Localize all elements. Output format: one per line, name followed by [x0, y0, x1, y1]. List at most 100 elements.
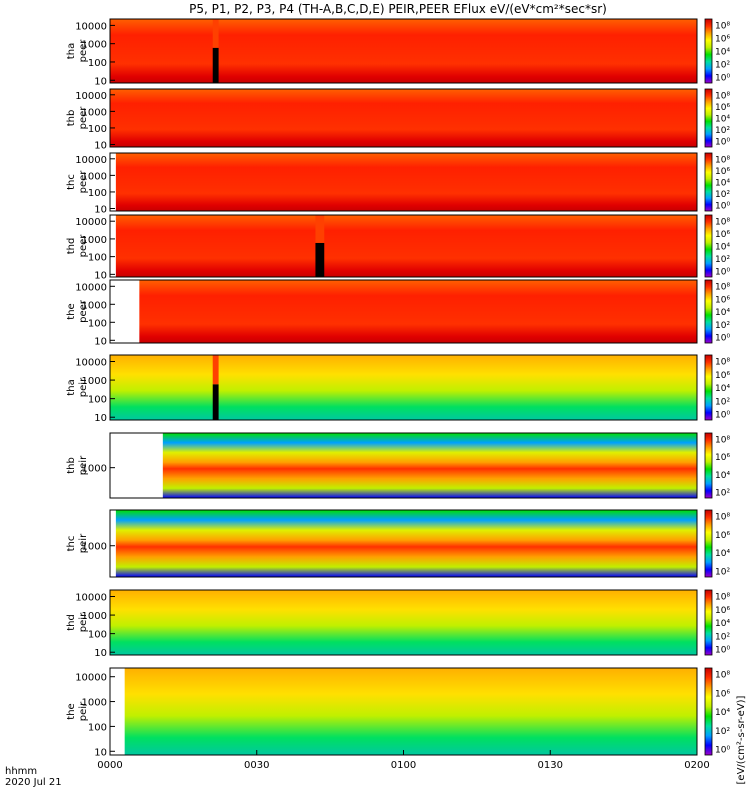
- colorbar-tha-peer: [704, 18, 713, 84]
- y-tick-label: 1000: [82, 542, 107, 553]
- panel-the-peir: 10000 1000 100 10 the peir 10⁸ 10⁶ 10⁴ 10² 10⁰: [66, 667, 730, 758]
- panel-probe-label: tha: [66, 379, 77, 395]
- colorbar-tick-label: 10⁶: [715, 606, 730, 616]
- colorbar-tick-label: 10⁰: [715, 646, 730, 656]
- panel-species-label: peer: [78, 299, 89, 323]
- colorbar-tick-label: 10⁴: [715, 48, 730, 58]
- colorbar-tick-label: 10⁴: [715, 115, 730, 125]
- colorbar-tick-label: 10²: [715, 190, 730, 200]
- colorbar-tick-label: 10⁶: [715, 689, 730, 699]
- y-tick-label: 100: [88, 124, 107, 135]
- colorbar-tick-label: 10⁰: [715, 74, 730, 84]
- spectrogram-thb-peer: [110, 89, 697, 147]
- y-tick-label: 10: [94, 413, 107, 424]
- spectrogram-thd-peer: [115, 215, 698, 277]
- y-tick-label: 1000: [82, 611, 107, 622]
- colorbar-tick-label: 10⁸: [715, 593, 730, 603]
- panel-probe-label: thb: [66, 110, 77, 127]
- y-tick-label: 1000: [82, 376, 107, 387]
- colorbar-tick-label: 10⁴: [715, 708, 730, 718]
- y-tick-label: 10000: [75, 91, 107, 102]
- colorbar-thb-peir: [704, 432, 713, 499]
- y-tick-label: 100: [88, 318, 107, 329]
- panel-species-label: peer: [78, 170, 89, 194]
- colorbar-tick-label: 10⁶: [715, 35, 730, 45]
- colorbar-tick-label: 10²: [715, 397, 730, 407]
- panel-frame: [109, 509, 698, 578]
- panel-species-label: peir: [78, 533, 89, 553]
- colorbar-the-peir: [704, 667, 713, 756]
- x-tick-label: 0200: [684, 760, 709, 771]
- figure-title: P5, P1, P2, P3, P4 (TH-A,B,C,D,E) PEIR,P…: [189, 2, 607, 16]
- y-tick-label: 10000: [75, 358, 107, 369]
- panel-tha-peer: 10000 1000 100 10 tha peer 10⁸ 10⁶ 10⁴ 10² 10⁰: [66, 18, 730, 87]
- panel-thd-peer: 10000 1000 100 10 thd peer 10⁸ 10⁶ 10⁴ 10² 10⁰: [66, 214, 730, 281]
- colorbar-tick-label: 10⁶: [715, 453, 730, 463]
- y-tick-label: 100: [88, 253, 107, 264]
- colorbar-tick-label: 10⁰: [715, 334, 730, 344]
- date-label: 2020 Jul 21: [5, 777, 62, 788]
- spectrogram-tha-peir: [110, 355, 697, 420]
- colorbar-tick-label: 10⁶: [715, 371, 730, 381]
- colorbar-tick-label: 10⁰: [715, 746, 730, 756]
- spectrogram-tha-peer: [110, 19, 697, 83]
- colorbar-tick-label: 10²: [715, 489, 730, 499]
- colorbar-tick-label: 10²: [715, 727, 730, 737]
- colorbar-tick-label: 10⁶: [715, 103, 730, 113]
- y-tick-label: 100: [88, 395, 107, 406]
- gap-top-tha-peir: [212, 355, 219, 385]
- panel-species-label: peer: [78, 234, 89, 258]
- panel-frame: [109, 18, 698, 84]
- time-axis: 0000 0030 0100 0130 0200: [97, 750, 710, 771]
- gap-top-tha-peer: [212, 19, 219, 48]
- spectrogram-thb-peir: [162, 433, 697, 498]
- colorbar-label: [eV/(cm²-s-sr-eV)]: [736, 695, 747, 784]
- colorbar-thd-peir: [704, 589, 713, 656]
- y-tick-label: 100: [88, 58, 107, 69]
- colorbar-tick-label: 10⁸: [715, 513, 730, 523]
- gap-thd-peer: [315, 242, 325, 277]
- y-tick-label: 100: [88, 188, 107, 199]
- colorbar-tick-label: 10⁶: [715, 531, 730, 541]
- panel-probe-label: thc: [66, 174, 77, 190]
- panel-species-label: peer: [78, 39, 89, 63]
- colorbar-tick-label: 10⁰: [715, 411, 730, 421]
- panel-probe-label: the: [66, 303, 77, 319]
- colorbar-tick-label: 10⁸: [715, 283, 730, 293]
- y-tick-label: 10000: [75, 21, 107, 32]
- colorbar-thb-peer: [704, 88, 713, 148]
- x-tick-label: 0130: [538, 760, 563, 771]
- panel-thc-peir: 1000 thc peir 10⁸ 10⁶ 10⁴ 10²: [66, 509, 730, 578]
- y-tick-label: 10000: [75, 217, 107, 228]
- y-tick-label: 10: [94, 747, 107, 758]
- time-label: hhmm: [5, 766, 37, 777]
- colorbar-tick-label: 10⁸: [715, 156, 730, 166]
- spectrogram-thc-peir: [115, 510, 698, 577]
- y-tick-label: 1000: [82, 171, 107, 182]
- panel-frame: [109, 214, 698, 278]
- colorbar-tick-label: 10²: [715, 568, 730, 578]
- colorbar-tick-label: 10²: [715, 126, 730, 136]
- colorbar-tick-label: 10²: [715, 61, 730, 71]
- colorbar-the-peer: [704, 279, 713, 344]
- y-tick-label: 10000: [75, 155, 107, 166]
- y-tick-label: 10: [94, 76, 107, 87]
- colorbar-tick-label: 10⁴: [715, 619, 730, 629]
- colorbar-tick-label: 10⁰: [715, 268, 730, 278]
- spectrogram-thd-peir: [110, 590, 697, 655]
- y-tick-label: 100: [88, 722, 107, 733]
- colorbar-tick-label: 10⁸: [715, 92, 730, 102]
- panel-probe-label: thd: [66, 238, 77, 255]
- panel-frame: [109, 589, 698, 656]
- colorbar-thd-peer: [704, 214, 713, 278]
- x-tick-label: 0030: [244, 760, 269, 771]
- colorbar-tick-label: 10⁴: [715, 384, 730, 394]
- spectrogram-thc-peer: [115, 153, 698, 211]
- panel-frame: [109, 354, 698, 421]
- panel-species-label: peir: [78, 377, 89, 397]
- panel-probe-label: thd: [66, 614, 77, 631]
- y-tick-label: 10000: [75, 593, 107, 604]
- colorbar-tick-label: 10²: [715, 255, 730, 265]
